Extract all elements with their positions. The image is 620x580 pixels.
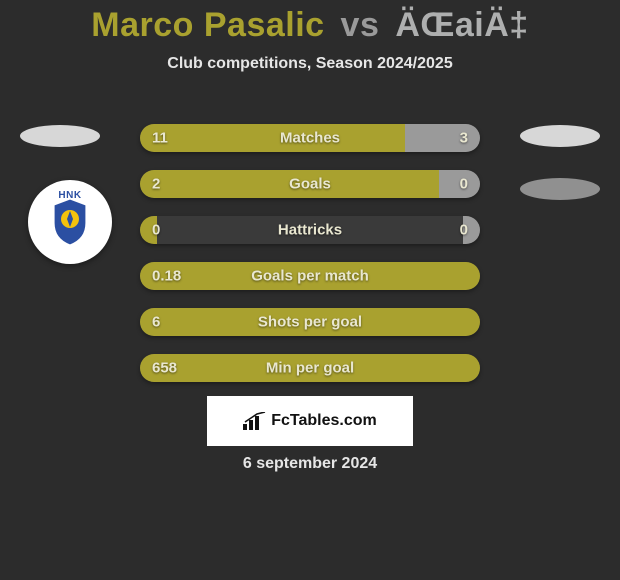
comparison-title: Marco Pasalic vs ÄŒaiÄ‡ bbox=[0, 0, 620, 45]
stat-value-left: 6 bbox=[152, 314, 160, 331]
fctables-badge: FcTables.com bbox=[207, 396, 413, 446]
snapshot-date: 6 september 2024 bbox=[0, 455, 620, 473]
shield-icon bbox=[50, 197, 90, 247]
player1-avatar-placeholder bbox=[20, 125, 100, 147]
stat-value-left: 2 bbox=[152, 176, 160, 193]
stat-row: 0 0 Hattricks bbox=[140, 216, 480, 244]
stat-label: Shots per goal bbox=[258, 314, 362, 331]
stat-value-right: 0 bbox=[460, 222, 468, 239]
stat-label: Goals per match bbox=[251, 268, 369, 285]
stat-row: 6 Shots per goal bbox=[140, 308, 480, 336]
stat-value-left: 0 bbox=[152, 222, 160, 239]
chart-icon bbox=[243, 412, 267, 430]
stat-value-left: 0.18 bbox=[152, 268, 181, 285]
stat-segment-right bbox=[405, 124, 480, 152]
stat-value-left: 11 bbox=[152, 130, 168, 147]
subtitle: Club competitions, Season 2024/2025 bbox=[0, 55, 620, 73]
stat-row: 658 Min per goal bbox=[140, 354, 480, 382]
stat-label: Min per goal bbox=[266, 360, 354, 377]
player2-club-placeholder bbox=[520, 178, 600, 200]
stat-value-right: 3 bbox=[460, 130, 468, 147]
stat-value-right: 0 bbox=[460, 176, 468, 193]
player2-avatar-placeholder bbox=[520, 125, 600, 147]
stat-label: Matches bbox=[280, 130, 340, 147]
stat-row: 0.18 Goals per match bbox=[140, 262, 480, 290]
stat-bars: 11 3 Matches 2 0 Goals 0 0 Hattricks 0.18 Goals pe… bbox=[140, 124, 480, 400]
player2-name: ÄŒaiÄ‡ bbox=[395, 6, 528, 44]
stat-value-left: 658 bbox=[152, 360, 177, 377]
player1-name: Marco Pasalic bbox=[91, 6, 324, 44]
stat-label: Hattricks bbox=[278, 222, 342, 239]
fctables-text: FcTables.com bbox=[271, 412, 377, 430]
stat-row: 11 3 Matches bbox=[140, 124, 480, 152]
stat-label: Goals bbox=[289, 176, 331, 193]
stat-row: 2 0 Goals bbox=[140, 170, 480, 198]
vs-text: vs bbox=[341, 6, 380, 44]
stat-segment-left bbox=[140, 124, 405, 152]
player1-club-badge: HNK bbox=[28, 180, 112, 264]
